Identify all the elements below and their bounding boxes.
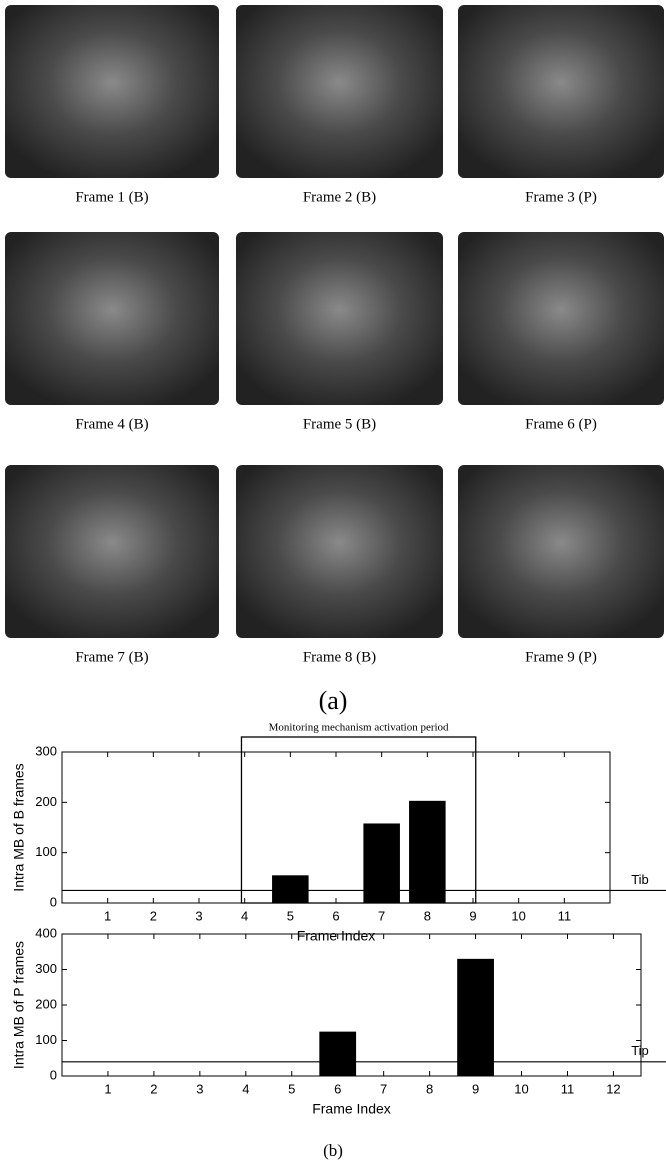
x-tick-label: 2 <box>150 908 157 923</box>
x-tick-label: 1 <box>104 1081 111 1096</box>
x-tick-label: 6 <box>334 1081 341 1096</box>
frame-caption: Frame 2 (B) <box>303 189 376 205</box>
y-tick-label: 400 <box>35 925 57 940</box>
frame-caption: Frame 7 (B) <box>75 649 148 665</box>
frame-caption: Frame 3 (P) <box>525 189 597 205</box>
video-frame <box>458 5 664 178</box>
bar <box>457 958 494 1076</box>
frame-caption: Frame 8 (B) <box>303 649 376 665</box>
bar <box>409 800 446 903</box>
video-frame <box>458 465 664 638</box>
frame-caption: Frame 5 (B) <box>303 416 376 432</box>
x-tick-label: 5 <box>287 908 294 923</box>
frame-caption: Frame 9 (P) <box>525 649 597 665</box>
x-tick-label: 9 <box>472 1081 479 1096</box>
x-tick-label: 1 <box>104 908 111 923</box>
video-frame <box>236 232 443 405</box>
x-tick-label: 11 <box>558 908 572 923</box>
x-tick-label: 3 <box>195 908 202 923</box>
y-tick-label: 100 <box>35 1032 57 1047</box>
threshold-label: Tib <box>631 872 649 887</box>
plot-frame <box>61 751 611 904</box>
x-tick-label: 7 <box>378 908 385 923</box>
x-tick-label: 6 <box>332 908 339 923</box>
x-tick-label: 3 <box>196 1081 203 1096</box>
video-frame <box>5 5 219 178</box>
x-axis-label: Frame Index <box>297 928 376 944</box>
y-tick-label: 200 <box>35 996 57 1011</box>
video-frame <box>5 465 219 638</box>
x-tick-label: 5 <box>288 1081 295 1096</box>
y-tick-label: 200 <box>35 794 57 809</box>
y-tick-label: 100 <box>35 844 57 859</box>
y-tick-label: 0 <box>50 894 57 909</box>
x-tick-label: 10 <box>514 1081 528 1096</box>
x-tick-label: 4 <box>242 1081 249 1096</box>
x-tick-label: 9 <box>469 908 476 923</box>
y-axis-label: Intra MB of P frames <box>11 941 27 1069</box>
y-tick-label: 300 <box>35 743 57 758</box>
x-axis-label: Frame Index <box>312 1101 391 1117</box>
x-tick-label: 8 <box>426 1081 433 1096</box>
x-tick-label: 12 <box>606 1081 620 1096</box>
bar <box>363 823 400 903</box>
frame-caption: Frame 4 (B) <box>75 416 148 432</box>
activation-period <box>240 736 477 904</box>
x-tick-label: 4 <box>241 908 248 923</box>
x-tick-label: 2 <box>150 1081 157 1096</box>
frame-caption: Frame 1 (B) <box>75 189 148 205</box>
panel-label: (b) <box>323 1141 343 1160</box>
video-frame <box>236 465 443 638</box>
threshold-label: Tip <box>631 1043 649 1058</box>
video-frame <box>5 232 219 405</box>
bar <box>319 1031 357 1076</box>
frame-caption: Frame 6 (P) <box>525 416 597 432</box>
x-tick-label: 8 <box>424 908 431 923</box>
x-tick-label: 10 <box>511 908 525 923</box>
y-tick-label: 300 <box>35 961 57 976</box>
y-tick-label: 0 <box>50 1067 57 1082</box>
x-tick-label: 11 <box>561 1081 575 1096</box>
video-frame <box>236 5 443 178</box>
y-axis-label: Intra MB of B frames <box>11 763 27 891</box>
bar <box>272 875 309 903</box>
panel-label: (a) <box>319 686 348 715</box>
x-tick-label: 7 <box>380 1081 387 1096</box>
video-frame <box>458 232 664 405</box>
annotation: Monitoring mechanism activation period <box>269 722 449 734</box>
